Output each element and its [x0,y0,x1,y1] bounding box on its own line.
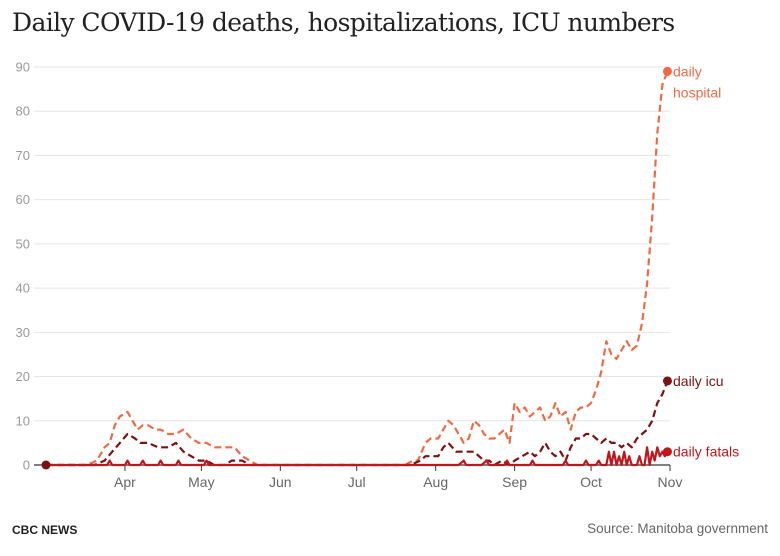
footer-brand: CBC NEWS [12,523,78,537]
series-start-dot [41,460,51,470]
series-end-dot [662,376,672,386]
series-labels: daily hospital daily icu daily fatals [673,63,739,459]
footer-source: Source: Manitoba government [587,521,768,536]
y-tick-label: 90 [16,60,30,75]
series-label: daily icu [673,373,724,389]
grid-layer: 0 10 20 30 40 50 60 70 80 90 [16,60,670,473]
y-tick-label: 70 [16,148,30,163]
y-tick-label: 0 [23,458,30,473]
series-end-dot [662,66,672,76]
series-label: hospital [673,84,721,100]
y-tick-label: 40 [16,281,30,296]
x-tick-label: Nov [658,474,683,490]
series-label: daily fatals [673,444,739,460]
y-tick-label: 10 [16,413,30,428]
y-tick-label: 60 [16,192,30,207]
series-layer [41,66,672,470]
x-tick-label: Jul [348,474,366,490]
series-label: daily [673,63,702,79]
x-tick-label: Sep [502,474,527,490]
x-tick-label: Apr [114,474,136,490]
x-tick-label: Oct [580,474,602,490]
y-tick-label: 20 [16,369,30,384]
x-tick-label: May [188,474,214,490]
series-line-daily-fatals [46,446,669,467]
series-end-dot [662,447,672,457]
y-tick-label: 50 [16,236,30,251]
y-tick-label: 30 [16,325,30,340]
x-axis: Apr May Jun Jul Aug Sep Oct Nov [34,464,683,490]
y-tick-label: 80 [16,104,30,119]
x-tick-label: Jun [269,474,292,490]
series-line-daily-hospital [46,71,669,467]
series-line-daily-icu [46,380,669,467]
x-tick-label: Aug [423,474,448,490]
chart-title: Daily COVID-19 deaths, hospitalizations,… [12,8,675,37]
